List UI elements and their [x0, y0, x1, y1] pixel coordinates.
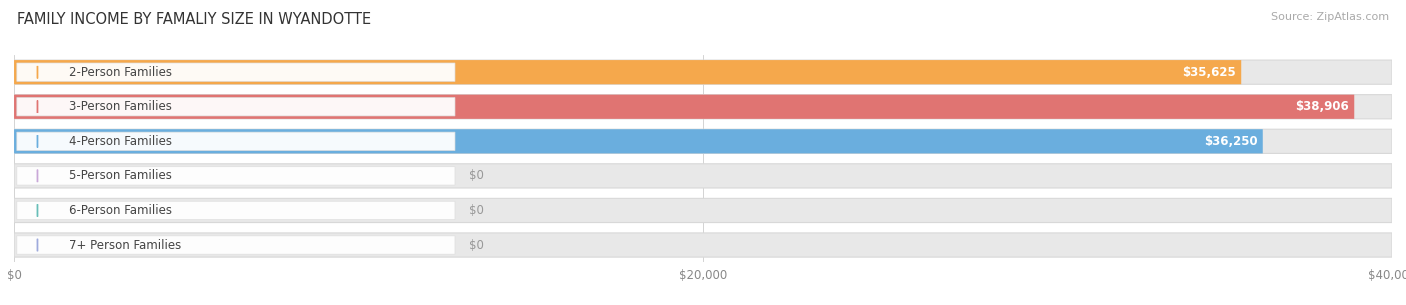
FancyBboxPatch shape: [14, 129, 1392, 153]
FancyBboxPatch shape: [14, 129, 1263, 153]
FancyBboxPatch shape: [17, 236, 456, 254]
Text: $0: $0: [468, 169, 484, 182]
Text: 2-Person Families: 2-Person Families: [69, 66, 172, 79]
Text: $36,250: $36,250: [1204, 135, 1257, 148]
Text: FAMILY INCOME BY FAMALIY SIZE IN WYANDOTTE: FAMILY INCOME BY FAMALIY SIZE IN WYANDOT…: [17, 12, 371, 27]
Text: $0: $0: [468, 204, 484, 217]
FancyBboxPatch shape: [17, 167, 456, 185]
Text: $38,906: $38,906: [1295, 100, 1348, 113]
Text: Source: ZipAtlas.com: Source: ZipAtlas.com: [1271, 12, 1389, 22]
FancyBboxPatch shape: [14, 233, 1392, 257]
FancyBboxPatch shape: [14, 60, 1392, 84]
FancyBboxPatch shape: [14, 60, 1241, 84]
Text: 6-Person Families: 6-Person Families: [69, 204, 172, 217]
FancyBboxPatch shape: [14, 95, 1354, 119]
FancyBboxPatch shape: [17, 132, 456, 150]
FancyBboxPatch shape: [14, 95, 1392, 119]
Text: 4-Person Families: 4-Person Families: [69, 135, 172, 148]
FancyBboxPatch shape: [14, 164, 1392, 188]
FancyBboxPatch shape: [17, 201, 456, 220]
FancyBboxPatch shape: [17, 63, 456, 81]
Text: 7+ Person Families: 7+ Person Families: [69, 239, 181, 252]
Text: 3-Person Families: 3-Person Families: [69, 100, 172, 113]
Text: $35,625: $35,625: [1182, 66, 1236, 79]
Text: $0: $0: [468, 239, 484, 252]
Text: 5-Person Families: 5-Person Families: [69, 169, 172, 182]
FancyBboxPatch shape: [14, 198, 1392, 223]
FancyBboxPatch shape: [17, 98, 456, 116]
